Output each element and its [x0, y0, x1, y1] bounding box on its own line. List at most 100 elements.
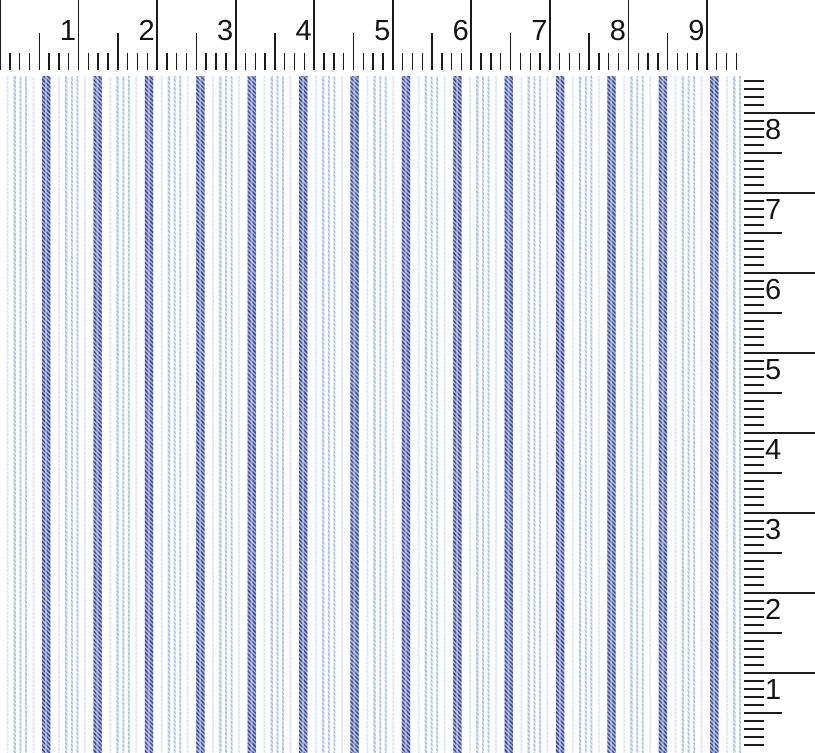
- top-ruler-tick: [225, 53, 227, 70]
- right-ruler-tick: [743, 696, 764, 698]
- top-ruler-tick: [117, 33, 119, 70]
- right-ruler-label: 3: [765, 514, 782, 546]
- right-ruler-tick: [743, 280, 764, 282]
- top-ruler-tick: [617, 53, 620, 70]
- right-ruler-tick: [743, 368, 764, 370]
- right-ruler-tick: [743, 512, 815, 514]
- top-ruler-tick: [264, 53, 266, 70]
- top-ruler-label: 6: [452, 15, 469, 47]
- top-ruler-tick: [176, 53, 178, 70]
- top-ruler-tick: [588, 33, 590, 70]
- right-ruler-tick: [743, 168, 764, 170]
- right-ruler-tick: [743, 744, 764, 746]
- top-ruler-tick: [470, 0, 473, 70]
- top-ruler-tick: [558, 53, 561, 70]
- right-ruler-tick: [743, 736, 764, 738]
- top-ruler-tick: [716, 53, 718, 70]
- right-ruler-tick: [743, 568, 764, 570]
- top-ruler-tick: [657, 53, 659, 70]
- right-ruler-tick: [743, 208, 764, 210]
- top-ruler-tick: [480, 53, 482, 70]
- top-ruler-tick: [107, 53, 109, 70]
- top-ruler-tick: [284, 53, 286, 70]
- right-ruler-tick: [743, 264, 764, 266]
- right-ruler-tick: [743, 552, 782, 554]
- top-ruler-tick: [676, 53, 679, 70]
- top-ruler-tick: [519, 53, 522, 70]
- right-ruler-tick: [743, 584, 764, 586]
- right-ruler-tick: [743, 256, 764, 258]
- right-ruler-tick: [743, 224, 764, 226]
- top-ruler-tick: [401, 53, 404, 70]
- top-ruler-tick: [293, 53, 296, 70]
- top-ruler-tick: [391, 0, 394, 70]
- right-ruler-tick: [743, 352, 815, 354]
- right-ruler-tick: [743, 560, 764, 562]
- right-ruler-label: 5: [765, 354, 782, 386]
- right-ruler-tick: [743, 152, 782, 154]
- right-ruler-tick: [743, 720, 764, 722]
- top-ruler-tick: [0, 0, 1, 70]
- right-ruler-tick: [743, 400, 764, 402]
- top-ruler-tick: [9, 53, 11, 70]
- right-ruler-tick: [743, 200, 764, 202]
- right-ruler-tick: [743, 272, 815, 274]
- top-ruler-tick: [87, 53, 90, 70]
- top-ruler-tick: [539, 53, 541, 70]
- top-ruler-tick: [303, 53, 306, 70]
- top-ruler-tick: [77, 0, 80, 70]
- right-ruler-tick: [743, 504, 764, 506]
- top-ruler-tick: [666, 33, 669, 70]
- right-ruler-tick: [743, 240, 764, 242]
- top-ruler-label: 7: [531, 15, 548, 47]
- top-ruler-tick: [185, 53, 188, 70]
- right-ruler-tick: [743, 464, 764, 466]
- right-ruler-tick: [743, 520, 764, 522]
- top-ruler-tick: [372, 53, 374, 70]
- right-ruler-tick: [743, 344, 764, 346]
- right-ruler-tick: [743, 328, 764, 330]
- right-ruler-tick: [743, 656, 764, 658]
- right-ruler-tick: [743, 216, 764, 218]
- top-ruler-tick: [696, 53, 698, 70]
- top-ruler-label: 2: [138, 15, 155, 47]
- top-ruler-label: 5: [374, 15, 391, 47]
- top-ruler-tick: [490, 53, 492, 70]
- right-ruler-tick: [743, 136, 764, 138]
- right-ruler-tick: [743, 688, 764, 690]
- top-ruler-tick: [68, 53, 70, 70]
- top-ruler-tick: [647, 53, 649, 70]
- right-ruler-tick: [743, 648, 764, 650]
- top-ruler-tick: [166, 53, 168, 70]
- top-ruler-tick: [509, 33, 512, 70]
- right-ruler-tick: [743, 632, 782, 634]
- right-ruler-tick: [743, 616, 764, 618]
- right-ruler-tick: [743, 96, 764, 98]
- top-ruler-label: 9: [688, 15, 705, 47]
- right-ruler-tick: [743, 480, 764, 482]
- right-ruler-tick: [743, 528, 764, 530]
- right-ruler-label: 8: [765, 114, 782, 146]
- right-ruler-tick: [743, 144, 764, 146]
- right-ruler-tick: [743, 576, 764, 578]
- right-ruler-tick: [743, 664, 764, 666]
- top-ruler-tick: [578, 53, 580, 70]
- top-ruler-tick: [637, 53, 639, 70]
- top-ruler-tick: [500, 53, 502, 70]
- right-ruler-tick: [743, 120, 764, 122]
- right-ruler-tick: [743, 432, 815, 434]
- top-ruler-tick: [608, 53, 610, 70]
- right-ruler-tick: [743, 728, 764, 730]
- right-ruler-tick: [743, 128, 764, 130]
- right-ruler-label: 6: [765, 274, 782, 306]
- right-ruler-tick: [743, 640, 764, 642]
- top-ruler-tick: [313, 0, 316, 70]
- top-ruler-tick: [725, 53, 728, 70]
- right-ruler-tick: [743, 160, 764, 162]
- top-ruler-tick: [529, 53, 531, 70]
- top-ruler-tick: [568, 53, 571, 70]
- right-ruler-tick: [743, 416, 764, 418]
- right-ruler-tick: [743, 88, 764, 90]
- right-ruler-tick: [743, 424, 764, 426]
